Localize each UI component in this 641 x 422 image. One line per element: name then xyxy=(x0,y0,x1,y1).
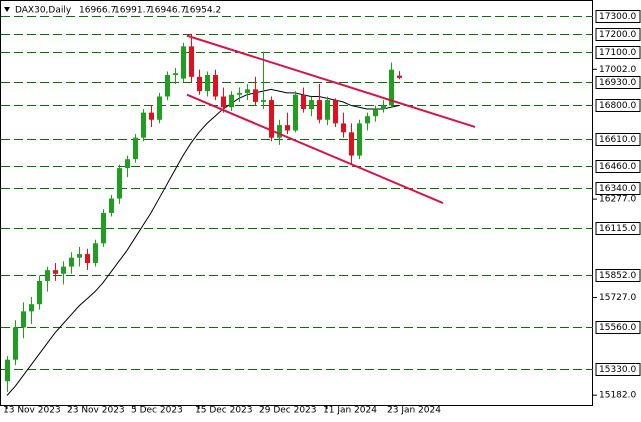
header-close: 16954.2 xyxy=(184,6,221,16)
candle-body xyxy=(53,270,58,274)
candle-body xyxy=(309,100,314,110)
level-label-box xyxy=(595,160,641,173)
level-label-box xyxy=(595,46,641,59)
candle-body xyxy=(149,112,154,120)
candle-body xyxy=(365,116,370,124)
candle-body xyxy=(285,125,290,131)
candle-body xyxy=(277,125,282,138)
level-label-box xyxy=(595,363,641,376)
candle-body xyxy=(373,109,378,117)
candle-body xyxy=(29,304,34,312)
level-label: 15560.0 xyxy=(599,323,636,333)
x-tick-label: 11 Jan 2024 xyxy=(323,406,377,416)
candle-body xyxy=(261,100,266,102)
candle-body xyxy=(173,73,178,76)
candle-body xyxy=(237,92,242,95)
candle-body xyxy=(269,100,274,138)
y-tick-label: 15182.0 xyxy=(599,391,636,401)
candle-body xyxy=(69,257,74,267)
x-tick-label: 13 Nov 2023 xyxy=(3,406,61,416)
candle-body xyxy=(37,280,42,305)
candle-body xyxy=(141,112,146,138)
candle-body xyxy=(229,94,234,108)
y-tick-label: 17002.0 xyxy=(599,65,636,75)
level-label-box xyxy=(595,182,641,195)
moving-average xyxy=(6,88,400,396)
level-label: 15852.0 xyxy=(599,271,636,281)
level-label: 16115.0 xyxy=(599,224,636,234)
candle-body xyxy=(77,254,82,258)
header-low: 16946.7 xyxy=(149,6,186,16)
trendline xyxy=(186,93,444,204)
level-label-box xyxy=(595,269,641,282)
level-label: 15330.0 xyxy=(599,365,636,375)
candle-body xyxy=(381,105,386,110)
y-tick-label: 15727.0 xyxy=(599,293,636,303)
candle-body xyxy=(133,137,138,160)
level-label: 17300.0 xyxy=(599,12,636,22)
level-label: 16460.0 xyxy=(599,162,636,172)
level-label-box xyxy=(595,76,641,89)
candle-body xyxy=(397,75,402,78)
level-label-box xyxy=(595,321,641,334)
level-label: 16800.0 xyxy=(599,101,636,111)
level-label: 16930.0 xyxy=(599,78,636,88)
candle-body xyxy=(165,75,170,97)
level-label: 16340.0 xyxy=(599,184,636,194)
candle-body xyxy=(333,100,338,124)
level-label-box xyxy=(595,133,641,146)
candle-body xyxy=(85,254,90,264)
plot xyxy=(1,16,593,396)
header-open: 16966.7 xyxy=(79,6,116,16)
chart-title: DAX30,Daily xyxy=(15,6,72,16)
candle-body xyxy=(109,198,114,213)
candle-body xyxy=(325,100,330,120)
x-tick-label: 23 Nov 2023 xyxy=(67,406,125,416)
candle-body xyxy=(197,76,202,92)
trendline xyxy=(186,34,476,128)
candle-body xyxy=(205,75,210,92)
candle-body xyxy=(93,243,98,264)
level-label: 17100.0 xyxy=(599,48,636,58)
x-tick-label: 29 Dec 2023 xyxy=(259,406,317,416)
candle-body xyxy=(301,94,306,110)
candle-body xyxy=(253,89,258,102)
candle-body xyxy=(245,89,250,93)
level-label-box xyxy=(595,222,641,235)
candle-body xyxy=(213,75,218,97)
candle-body xyxy=(125,159,130,169)
candle-body xyxy=(221,96,226,108)
level-label: 16610.0 xyxy=(599,135,636,145)
level-label-box xyxy=(595,10,641,23)
candle-body xyxy=(293,94,298,131)
candle-body xyxy=(389,69,394,106)
candle-body xyxy=(5,359,10,382)
candle-body xyxy=(181,46,186,79)
x-tick-label: 15 Dec 2023 xyxy=(195,406,253,416)
candle-body xyxy=(21,311,26,328)
header-high: 16991.7 xyxy=(114,6,151,16)
x-tick-label: 5 Dec 2023 xyxy=(131,406,183,416)
candle-body xyxy=(341,123,346,133)
candle-body xyxy=(189,46,194,77)
y-tick-label: 16277.0 xyxy=(599,195,636,205)
plot-frame xyxy=(0,0,593,406)
candle-body xyxy=(157,96,162,120)
candle-body xyxy=(101,212,106,244)
candle-body xyxy=(61,266,66,274)
level-label-box xyxy=(595,28,641,41)
candle-body xyxy=(357,123,362,156)
candle-body xyxy=(349,132,354,156)
level-label-box xyxy=(595,99,641,112)
level-label: 17200.0 xyxy=(599,30,636,40)
candle-body xyxy=(45,270,50,281)
candle-body xyxy=(117,168,122,199)
header-arrow xyxy=(4,7,10,12)
x-tick-label: 23 Jan 2024 xyxy=(387,406,441,416)
candle-body xyxy=(13,327,18,360)
candle-body xyxy=(317,100,322,120)
